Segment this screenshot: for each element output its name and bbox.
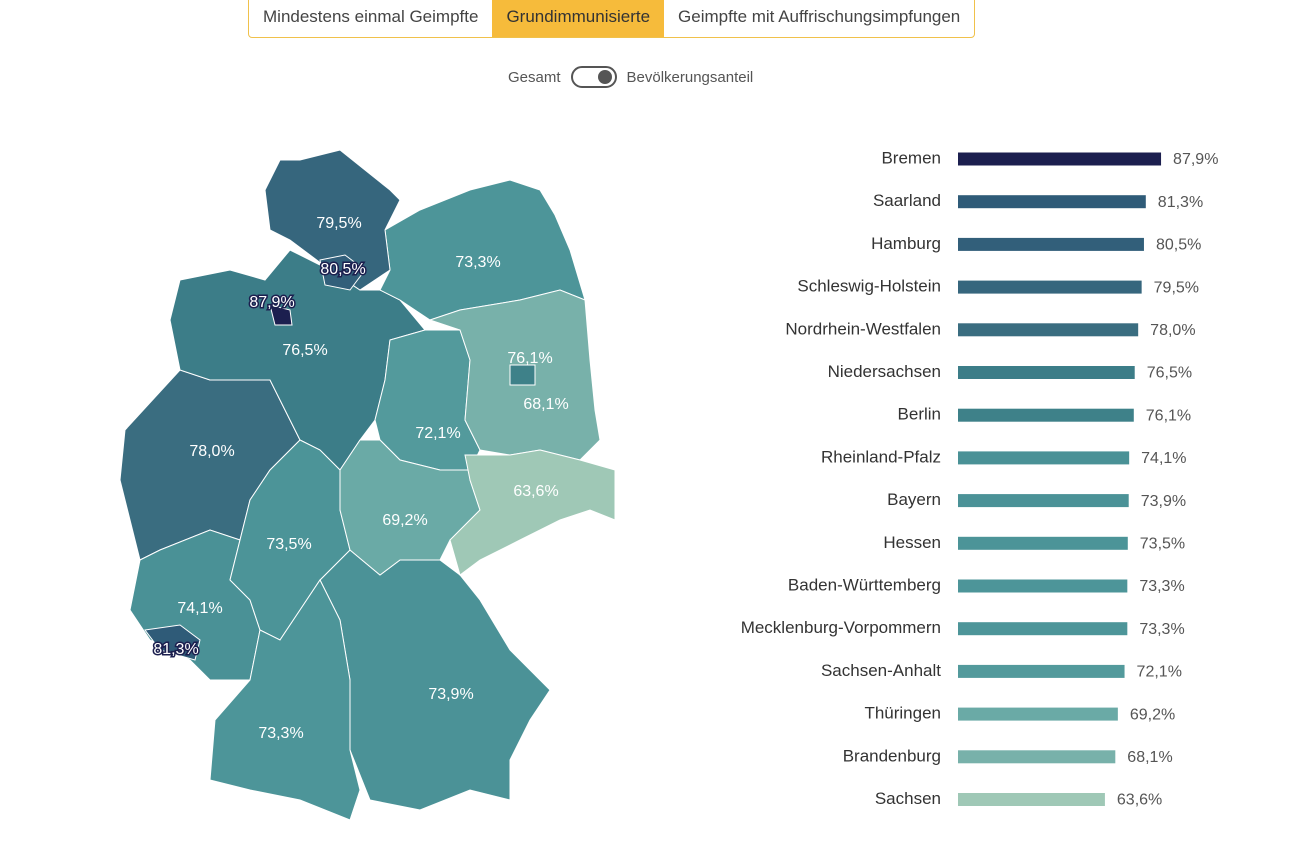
bar: [958, 280, 1142, 294]
map-label: 80,5%: [320, 261, 365, 278]
category-label: Sachsen-Anhalt: [821, 661, 941, 680]
value-label: 69,2%: [1130, 706, 1175, 723]
value-label: 73,9%: [1141, 493, 1186, 510]
state: [269, 304, 293, 326]
value-label: 73,3%: [1139, 621, 1184, 638]
state: [449, 449, 616, 576]
category-label: Nordrhein-Westfalen: [785, 319, 941, 338]
value-label: 73,3%: [1139, 578, 1184, 595]
category-label: Thüringen: [864, 704, 941, 723]
map-label: 73,3%: [258, 725, 303, 742]
map-label: 78,0%: [189, 443, 234, 460]
bar: [958, 536, 1128, 550]
category-label: Bayern: [887, 490, 941, 509]
category-label: Mecklenburg-Vorpommern: [741, 618, 941, 637]
map-label: 73,9%: [428, 686, 473, 703]
state: [374, 329, 481, 471]
state: [264, 149, 401, 291]
toggle-left-label: Gesamt: [508, 68, 561, 86]
map-label: 63,6%: [513, 483, 558, 500]
tab[interactable]: Mindestens einmal Geimpfte: [263, 7, 479, 26]
value-label: 74,1%: [1141, 450, 1186, 467]
tab[interactable]: Geimpfte mit Auffrischungsimpfungen: [678, 7, 961, 26]
bar: [958, 408, 1134, 422]
tab[interactable]: Grundimmunisierte: [492, 0, 665, 37]
toggle-right-label: Bevölkerungsanteil: [626, 68, 754, 86]
map-label: 74,1%: [177, 600, 222, 617]
map-label: 76,1%: [507, 350, 552, 367]
bar: [958, 750, 1116, 764]
value-label: 78,0%: [1150, 322, 1195, 339]
category-label: Brandenburg: [843, 746, 941, 765]
bar: [958, 707, 1118, 721]
category-label: Hessen: [883, 533, 941, 552]
bar: [958, 664, 1125, 678]
value-label: 72,1%: [1137, 664, 1182, 681]
bar: [958, 195, 1146, 209]
tab-bar: Mindestens einmal Geimpfte Grundimmunisie…: [248, 0, 976, 38]
category-label: Sachsen: [875, 789, 941, 808]
bar: [958, 494, 1129, 508]
map-label: 73,3%: [455, 254, 500, 271]
map-label: 73,5%: [266, 536, 311, 553]
state: [319, 254, 366, 291]
value-label: 79,5%: [1154, 279, 1199, 296]
category-label: Rheinland-Pfalz: [821, 447, 941, 466]
value-label: 73,5%: [1140, 536, 1185, 553]
state: [209, 579, 361, 821]
map-label: 87,9%: [249, 294, 294, 311]
map-label: 69,2%: [382, 512, 427, 529]
category-label: Baden-Württemberg: [788, 575, 941, 594]
map-label: 81,3%: [153, 641, 198, 658]
bar: [958, 237, 1144, 251]
switch[interactable]: [570, 66, 617, 88]
category-label: Saarland: [873, 191, 941, 210]
bar: [958, 323, 1139, 337]
bar: [958, 579, 1128, 593]
state: [509, 364, 536, 386]
value-label: 68,1%: [1127, 749, 1172, 766]
value-label: 81,3%: [1158, 194, 1203, 211]
toggle[interactable]: Gesamt Bevölkerungsanteil: [508, 66, 753, 88]
bar: [958, 622, 1128, 636]
bar: [958, 451, 1130, 465]
map-label: 68,1%: [523, 396, 568, 413]
bar: [958, 152, 1162, 166]
bar: [958, 366, 1135, 379]
map-label: 76,5%: [282, 342, 327, 359]
category-label: Bremen: [881, 148, 941, 167]
value-label: 63,6%: [1117, 792, 1162, 809]
value-label: 87,9%: [1173, 151, 1218, 168]
map-label: 72,1%: [415, 425, 460, 442]
value-label: 76,5%: [1147, 365, 1192, 382]
value-label: 76,1%: [1146, 407, 1191, 424]
state: [144, 624, 201, 661]
map-label: 79,5%: [316, 215, 361, 232]
category-label: Schleswig-Holstein: [797, 277, 941, 296]
bar: [958, 793, 1105, 806]
category-label: Berlin: [898, 405, 941, 424]
value-label: 80,5%: [1156, 237, 1201, 254]
category-label: Hamburg: [871, 234, 941, 253]
category-label: Niedersachsen: [828, 362, 941, 381]
